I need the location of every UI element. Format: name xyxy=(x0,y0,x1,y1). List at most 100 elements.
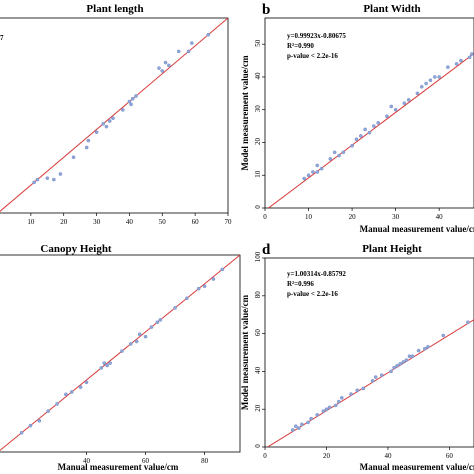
data-point xyxy=(470,52,474,56)
data-point xyxy=(160,69,165,73)
data-point xyxy=(129,342,133,346)
data-point xyxy=(321,409,326,413)
y-tick-label: 0 xyxy=(254,205,262,209)
data-point xyxy=(84,380,89,385)
data-point xyxy=(185,296,189,301)
data-point xyxy=(155,320,160,325)
data-point xyxy=(157,66,161,70)
data-point xyxy=(441,333,446,338)
data-point xyxy=(111,116,115,121)
data-point xyxy=(428,78,433,83)
plot-frame xyxy=(264,257,474,448)
data-point xyxy=(309,416,313,421)
data-point xyxy=(99,366,104,370)
data-point xyxy=(376,121,381,125)
x-tick-label: 40 xyxy=(126,218,134,226)
data-point xyxy=(363,127,367,132)
data-point xyxy=(315,413,320,417)
data-point xyxy=(120,349,124,353)
data-point xyxy=(466,320,470,325)
data-point xyxy=(32,180,36,185)
y-axis-label: Model measurement value/cm xyxy=(240,294,250,410)
x-axis-label: Manual measurement value/cm xyxy=(360,224,474,234)
data-point xyxy=(349,392,353,396)
x-tick-label: 30 xyxy=(93,218,101,226)
data-point xyxy=(392,365,396,370)
x-tick-label: 60 xyxy=(192,218,200,226)
data-point xyxy=(410,354,415,359)
data-point xyxy=(129,102,133,107)
data-point xyxy=(19,430,24,435)
data-point xyxy=(300,422,304,427)
data-point xyxy=(415,91,420,96)
y-tick-label: 20 xyxy=(254,404,262,412)
data-point xyxy=(121,108,125,112)
data-point xyxy=(401,360,406,364)
data-point xyxy=(355,388,360,393)
data-point xyxy=(306,420,310,425)
data-point xyxy=(108,361,112,365)
data-point xyxy=(101,122,105,126)
data-point xyxy=(58,172,63,176)
chart-title: Plant length xyxy=(86,3,143,15)
x-tick-label: 60 xyxy=(142,457,150,465)
data-point xyxy=(69,390,74,394)
data-point xyxy=(290,428,295,432)
data-point xyxy=(190,41,194,45)
data-point xyxy=(358,134,363,138)
panel-letter: d xyxy=(262,242,271,258)
data-point xyxy=(315,170,320,174)
data-point xyxy=(319,166,324,171)
data-point xyxy=(336,399,341,404)
data-point xyxy=(454,62,459,66)
y-tick-label: 100 xyxy=(254,251,262,262)
data-point xyxy=(402,101,407,105)
data-point xyxy=(84,145,89,150)
y-tick-label: 20 xyxy=(254,137,262,145)
data-point xyxy=(293,424,298,429)
x-tick-label: 50 xyxy=(159,218,167,226)
data-point xyxy=(385,114,389,119)
data-point xyxy=(94,130,99,135)
data-point xyxy=(55,402,59,406)
data-point xyxy=(433,75,437,79)
x-axis-label: Manual measurement value/cm xyxy=(360,462,474,472)
data-point xyxy=(340,396,344,400)
annotation-text: R²=0.996 xyxy=(287,280,314,288)
data-point xyxy=(134,339,139,344)
data-point xyxy=(372,124,376,128)
y-tick-label: 40 xyxy=(254,366,262,374)
data-point xyxy=(107,119,112,123)
data-point xyxy=(367,130,372,135)
data-point xyxy=(206,32,211,37)
data-point xyxy=(71,155,76,160)
data-point xyxy=(379,373,384,377)
plot-frame xyxy=(264,17,474,209)
data-point xyxy=(311,170,315,174)
annotation-text: R²=0.990 xyxy=(287,42,314,50)
data-point xyxy=(467,55,472,60)
chart-title: Canopy Height xyxy=(40,243,112,255)
data-point xyxy=(202,284,207,289)
data-point xyxy=(446,65,450,69)
data-point xyxy=(211,277,216,281)
x-axis-label: Manual measurement value/cm xyxy=(58,462,179,472)
x-tick-label: 10 xyxy=(27,218,35,226)
data-point xyxy=(163,60,168,65)
annotation-text: p-value < 2.2e-16 xyxy=(287,52,338,60)
plot-frame xyxy=(0,17,229,214)
data-point xyxy=(406,98,411,102)
data-point xyxy=(404,358,409,362)
data-point xyxy=(105,363,109,368)
x-tick-label: 40 xyxy=(83,457,91,465)
data-point xyxy=(423,346,427,351)
chart-title: Plant Height xyxy=(362,243,422,255)
panel-plant-width: 0 10 20 30 40 0 10 20 30 40 50 Plant Width b Manual m… xyxy=(240,2,474,234)
annotation-text: y=0.99923x-0.80675 xyxy=(287,32,346,40)
x-tick-label: 40 xyxy=(384,452,392,460)
y-tick-label: 30 xyxy=(254,105,262,113)
data-point xyxy=(186,49,191,54)
data-point xyxy=(45,176,50,180)
data-point xyxy=(78,385,83,389)
